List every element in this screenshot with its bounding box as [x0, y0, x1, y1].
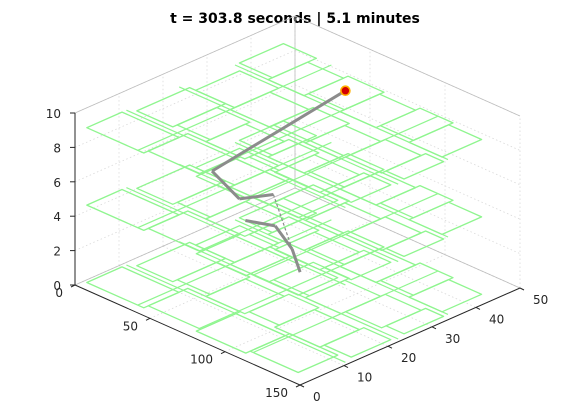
z-tick-label: 4 [53, 210, 61, 224]
y-tick-label: 40 [489, 312, 504, 326]
room-outline [340, 94, 416, 127]
room-outline [308, 231, 384, 265]
room-outline [340, 249, 416, 282]
y-tick-mark [432, 327, 436, 329]
room-outline [87, 190, 179, 231]
trajectory-segment [245, 221, 275, 226]
room-outline [386, 231, 444, 256]
room-outline [346, 140, 422, 174]
y-tick-label: 50 [533, 293, 548, 307]
z-tick-label: 10 [46, 107, 61, 121]
z-tick-label: 8 [53, 141, 61, 155]
floor-plan-level-2 [87, 44, 482, 218]
room-outline [268, 140, 344, 173]
y-tick-label: 30 [445, 332, 460, 346]
room-outline [275, 310, 360, 348]
room-outline [409, 280, 482, 312]
room-outline [87, 267, 179, 308]
y-tick-mark [300, 385, 304, 387]
room-outline [346, 294, 422, 328]
y-axis-line [300, 288, 520, 385]
x-axis-line [75, 285, 300, 385]
room-outline [196, 71, 279, 108]
room-outline [308, 154, 384, 188]
y-tick-label: 0 [313, 390, 321, 404]
room-outline [230, 92, 309, 127]
room-outline [324, 328, 391, 357]
room-outline [386, 308, 444, 333]
y-tick-mark [476, 307, 480, 309]
room-outline [346, 217, 422, 251]
room-outline [324, 173, 391, 202]
room-outline [196, 226, 279, 263]
room-outline [177, 185, 250, 217]
room-outline [177, 108, 250, 140]
x-tick-mark [146, 318, 150, 320]
x-tick-mark [296, 385, 300, 387]
room-outline [380, 263, 453, 295]
box-floor-edge-side [75, 188, 295, 285]
x-tick-label: 100 [190, 353, 213, 367]
z-tick-label: 2 [53, 245, 61, 259]
corridor-line [126, 265, 345, 362]
room-outline [177, 262, 250, 294]
z-tick-label: 0 [53, 279, 61, 293]
box-top-edge-side [75, 16, 295, 113]
y-tick-label: 10 [357, 371, 372, 385]
z-tick-label: 6 [53, 176, 61, 190]
x-tick-label: 150 [265, 386, 288, 400]
room-outline [87, 112, 179, 153]
gridline-side-z [75, 50, 295, 147]
floor-plans [87, 44, 482, 373]
room-outline [386, 154, 444, 179]
room-outline [380, 186, 453, 218]
x-tick-label: 50 [123, 319, 138, 333]
y-tick-mark [344, 366, 348, 368]
y-tick-mark [520, 288, 524, 290]
y-tick-mark [388, 346, 392, 348]
agent-marker [341, 86, 350, 95]
room-outline [340, 172, 416, 205]
agent-layer [341, 86, 350, 95]
room-outline [380, 108, 453, 140]
y-tick-label: 20 [401, 351, 416, 365]
x-tick-mark [221, 352, 225, 354]
